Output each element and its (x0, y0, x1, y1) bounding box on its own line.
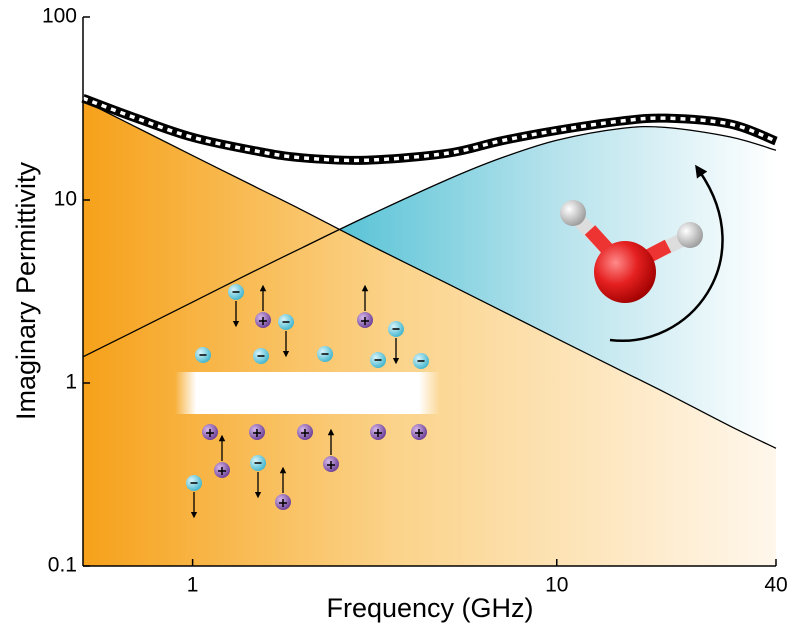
x-tick-label: 40 (764, 574, 787, 597)
y-axis-label: Imaginary Permittivity (11, 161, 41, 420)
y-tick-label: 100 (42, 5, 77, 28)
rotation-arrow (609, 164, 724, 343)
illustration (175, 164, 724, 519)
cation-sign (259, 317, 267, 325)
component-line (82, 125, 777, 358)
lines (81, 93, 778, 449)
membrane-bar (175, 372, 440, 414)
cation-sign (301, 429, 309, 437)
cation-sign (218, 467, 226, 475)
x-tick-label: 1 (187, 574, 199, 597)
y-tick-label: 1 (65, 371, 77, 394)
cation-sign (361, 317, 369, 325)
ions (186, 284, 429, 519)
cation-sign (374, 429, 382, 437)
y-tick-label: 10 (54, 188, 77, 211)
cation-sign (279, 499, 287, 507)
areas (83, 100, 776, 566)
cation-sign (206, 429, 214, 437)
component-line (82, 99, 777, 449)
x-tick-label: 10 (545, 574, 568, 597)
conduction-area (83, 100, 776, 566)
x-axis-label: Frequency (GHz) (326, 593, 533, 623)
water-molecule (560, 200, 703, 303)
cation-sign (253, 429, 261, 437)
cation-sign (415, 429, 423, 437)
cation-sign (327, 461, 335, 469)
y-tick-label: 0.1 (48, 554, 77, 577)
total-line-dash (82, 96, 777, 163)
